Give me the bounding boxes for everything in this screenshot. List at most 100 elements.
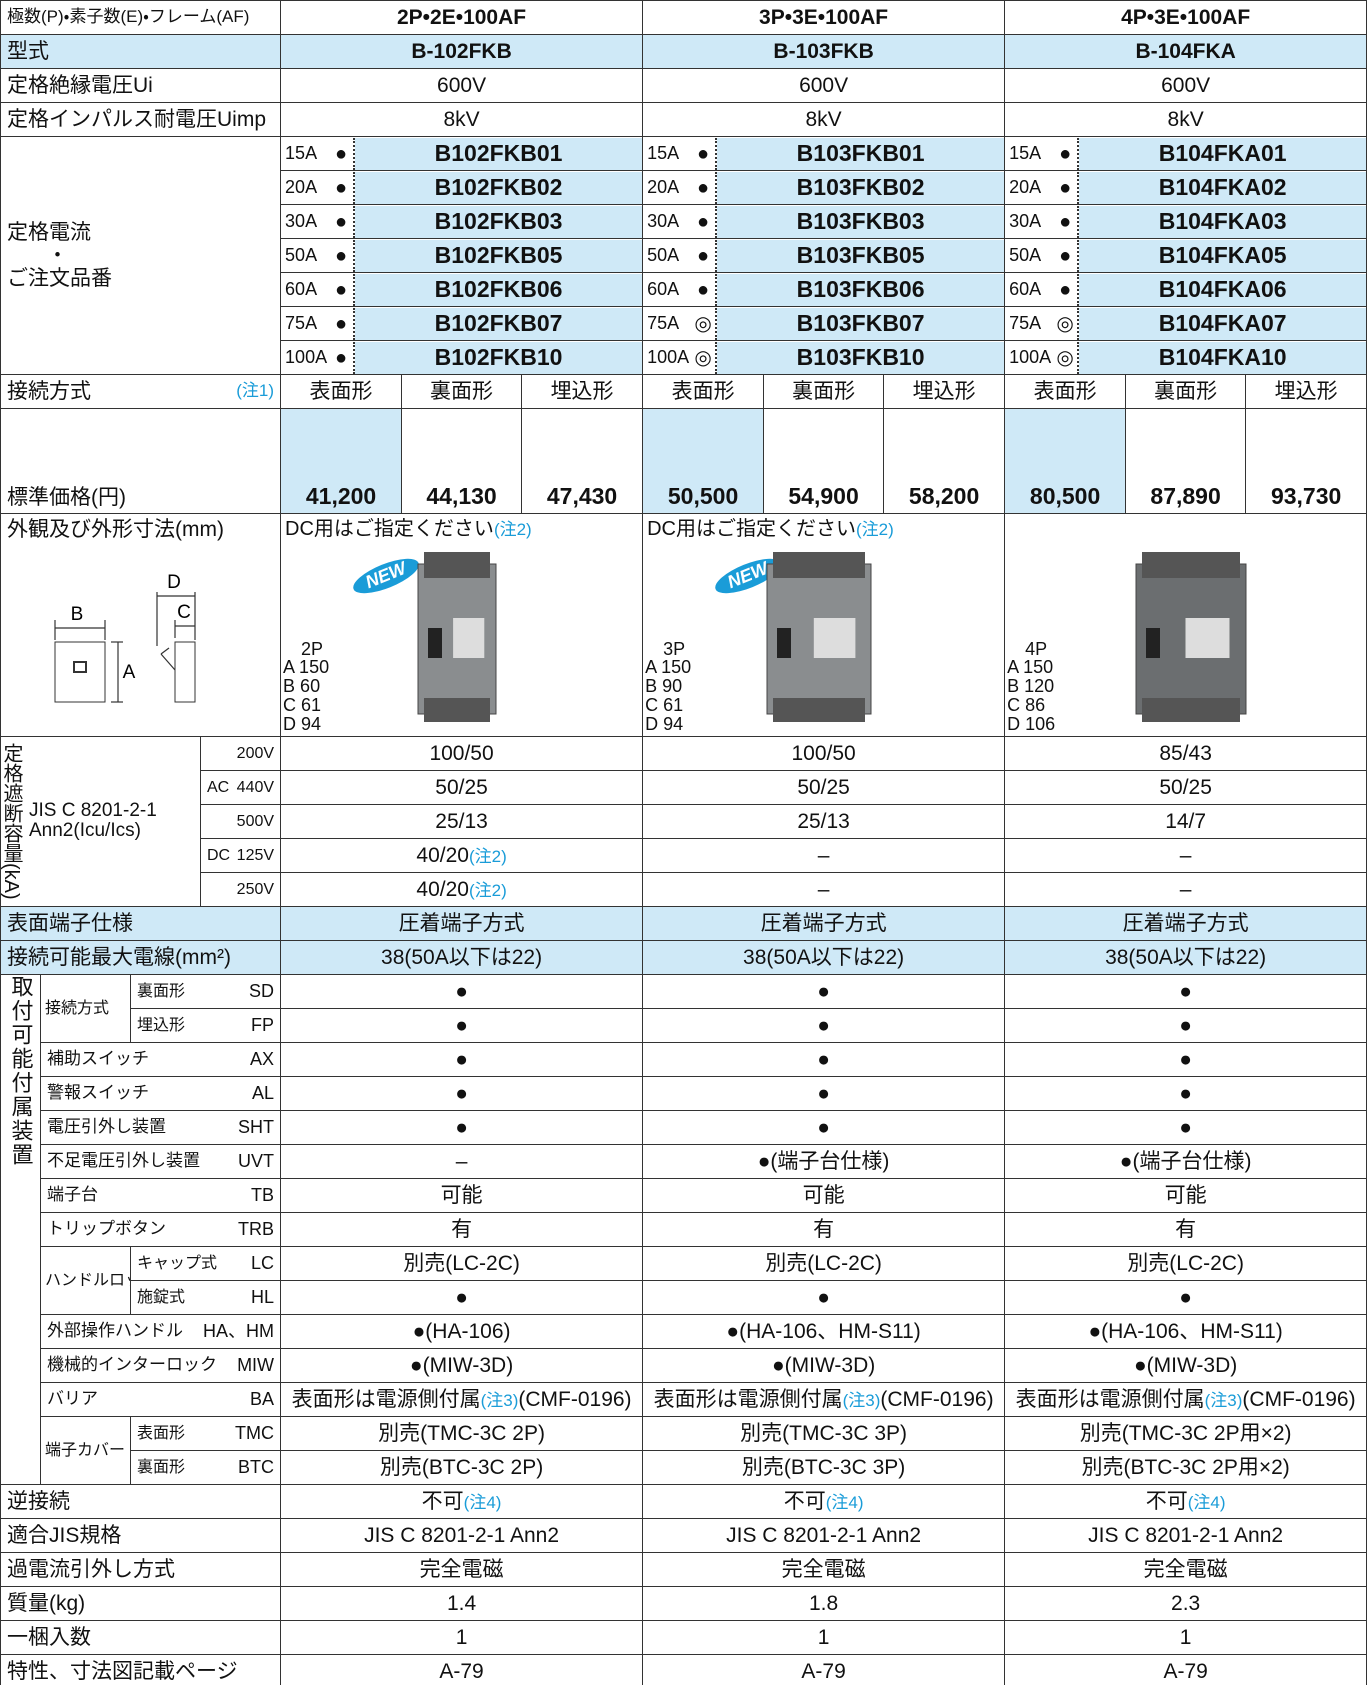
voltage-wrap: 500V (207, 813, 274, 831)
value-cell: 1 (280, 1620, 644, 1655)
side-view (174, 641, 196, 703)
breaker-handle (428, 628, 443, 658)
value-cell: 圧着端子方式 (642, 906, 1006, 941)
table-row: 定格電流・ご注文品番 15A ● B102FKB01 15A ● B103FKB01 15A ●… (0, 136, 1367, 375)
value-cell: A-79 (280, 1654, 644, 1685)
cell-text: 38(50A以下は22) (1105, 945, 1267, 969)
current-cell: 75A ◎ B103FKB07 (642, 306, 1006, 341)
current-wrap: 20A ● B103FKB02 (644, 171, 1004, 204)
row-label: 定格インパルス耐電圧Uimp (0, 102, 282, 137)
dim-line-text: 4P (1025, 638, 1048, 659)
current-wrap: 20A ● B102FKB02 (282, 171, 642, 204)
accessory-value: ● (642, 1280, 1006, 1315)
accessory-item: 警報スイッチ AL (39, 1076, 282, 1111)
value-cell: 1 (642, 1620, 1006, 1655)
cell-text: – (817, 877, 830, 901)
model-header: 4P•3E•100AF (1004, 0, 1367, 35)
breaker-label (1185, 618, 1230, 658)
cell-text: 40/20 (416, 877, 469, 901)
vertical-label: 取付可能付属装置 (8, 975, 34, 1168)
note-ref: (注2) (855, 520, 894, 539)
value-cell: 1.4 (280, 1586, 644, 1621)
order-code: B103FKB10 (717, 341, 1004, 374)
table-row: 施錠式 HL ● ● ● (1, 1280, 1367, 1315)
mark: ● (1053, 137, 1080, 170)
accessory-value: 別売(TMC-3C 2P用×2) (1004, 1416, 1367, 1451)
current-cell: 50A ● B103FKB05 (642, 238, 1006, 273)
cell-text: ● (455, 1115, 468, 1139)
accessory-value: 有 (642, 1212, 1006, 1247)
current-wrap: 30A ● B102FKB03 (282, 205, 642, 238)
value-cell: JIS C 8201-2-1 Ann2 (642, 1518, 1006, 1553)
cell-text: 表面形は電源側付属 (291, 1387, 481, 1411)
accessory-item: 機械的インターロック MIW (39, 1348, 282, 1383)
value-cell: B-104FKA (1004, 34, 1367, 69)
amp: 15A (1009, 142, 1042, 163)
current-cell: 100A ◎ B104FKA10 (1004, 340, 1367, 375)
breaker-handle (1146, 628, 1161, 658)
order-code: B103FKB06 (717, 273, 1004, 306)
dims: 3P A 150 B 90 C 61 D 94 (645, 639, 691, 734)
cell-text: A-79 (801, 1659, 846, 1683)
row-label: 定格絶縁電圧Ui (0, 68, 282, 103)
cell-text: 600V (1161, 73, 1211, 97)
accessory-item: 不足電圧引外し装置 UVT (39, 1144, 282, 1179)
item-wrap: 補助スイッチ AX (47, 1049, 274, 1070)
code: FP (251, 1014, 275, 1035)
voltage-wrap: 200V (207, 745, 274, 763)
table-row: 500V 25/13 25/13 14/7 (1, 804, 1367, 839)
table-row: 質量(kg) 1.4 1.8 2.3 (0, 1586, 1367, 1621)
cell-text: ● (1179, 1081, 1192, 1105)
cell-text: (CMF-0196) (1242, 1387, 1356, 1411)
dimension-label: B (71, 604, 84, 625)
cell-text: 1.4 (446, 1591, 477, 1615)
dimension-label: C (177, 602, 191, 623)
cell-text: 85/43 (1159, 741, 1212, 765)
cell-text: ● (817, 1013, 830, 1037)
value-cell: A-79 (1004, 1654, 1367, 1685)
dim-line-text: D 94 (283, 714, 322, 735)
accessory-value: ● (280, 1008, 644, 1043)
amp: 100A (1009, 346, 1052, 367)
cell-text: 有 (813, 1217, 835, 1241)
accessory-item: 端子台 TB (39, 1178, 282, 1213)
voltage-cell: 200V (199, 736, 282, 771)
table-row: 機械的インターロック MIW ●(MIW-3D) ●(MIW-3D) ●(MIW-3D) (1, 1348, 1367, 1383)
label-line: ・ (47, 243, 68, 267)
table-row: 裏面形 BTC 別売(BTC-3C 2P) 別売(BTC-3C 3P) 別売(BTC-3… (1, 1450, 1367, 1485)
accessory-value: 有 (1004, 1212, 1367, 1247)
accessory-value: 可能 (642, 1178, 1006, 1213)
amp: 75A (285, 312, 318, 333)
mark: ● (329, 341, 356, 374)
cell-text: 1 (817, 1625, 830, 1649)
voltage-cell: DC 125V (199, 838, 282, 873)
mark: ● (1053, 273, 1080, 306)
current-cell: 30A ● B102FKB03 (280, 204, 644, 239)
value-cell: 600V (1004, 68, 1367, 103)
cell-text: JIS C 8201-2-1 Ann2 (726, 1523, 922, 1547)
accessory-value: ● (642, 1110, 1006, 1145)
current-wrap: 30A ● B104FKA03 (1006, 205, 1366, 238)
note-ref: (注2) (468, 880, 507, 900)
accessory-value: ● (1004, 974, 1367, 1009)
item-wrap: 機械的インターロック MIW (47, 1355, 274, 1376)
price-value: 47,430 (521, 408, 644, 514)
accessory-value: – (280, 1144, 644, 1179)
cell-text: 可能 (802, 1183, 845, 1207)
connection-type: 表面形 (642, 374, 765, 409)
cell-text: B-102FKB (411, 39, 512, 63)
table-row: 電圧引外し装置 SHT ● ● ● (1, 1110, 1367, 1145)
value-cell: 600V (642, 68, 1006, 103)
label: 外観及び外形寸法(mm) (7, 518, 224, 541)
cell-text: ● (455, 1285, 468, 1309)
accessory-value: 別売(BTC-3C 2P) (280, 1450, 644, 1485)
table-row: 外観及び外形寸法(mm) B A D C DC用はご指定ください(注2) NEW 2P A 15… (0, 513, 1367, 737)
table-row: 補助スイッチ AX ● ● ● (1, 1042, 1367, 1077)
current-wrap: 100A ◎ B104FKA10 (1006, 341, 1366, 374)
cell-text: ●(HA-106) (412, 1319, 511, 1343)
cell-text: 8kV (805, 107, 842, 131)
price-value: 50,500 (642, 408, 765, 514)
label-line: 定格電流 (7, 220, 91, 244)
amp: 50A (647, 244, 680, 265)
